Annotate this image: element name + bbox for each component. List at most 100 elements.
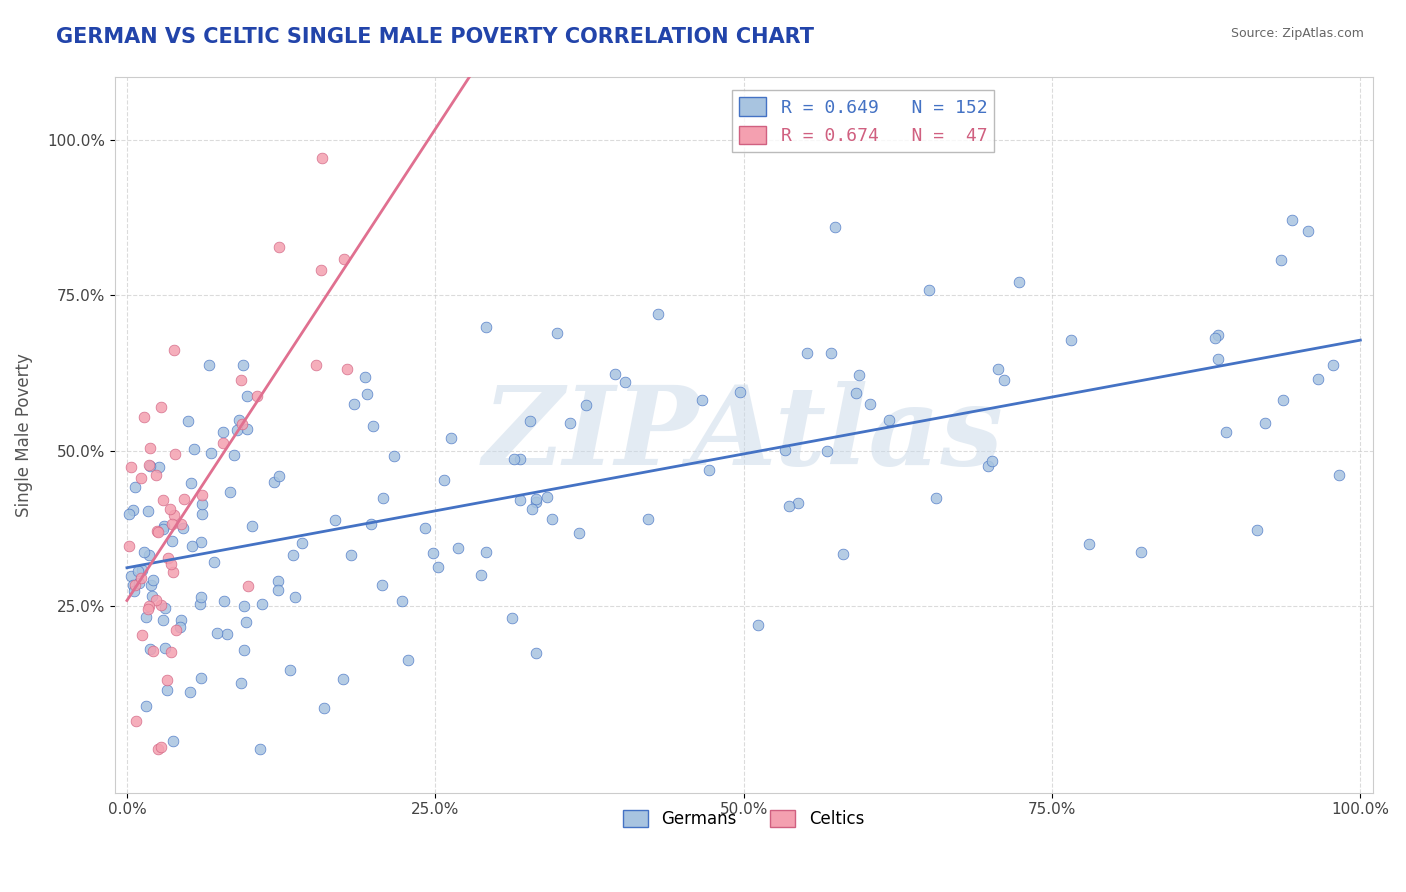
Point	[311, 151, 333, 165]
Point	[391, 594, 413, 608]
Point	[163, 508, 186, 522]
Point	[305, 358, 328, 372]
Point	[134, 545, 156, 559]
Point	[141, 589, 163, 603]
Point	[614, 375, 637, 389]
Point	[413, 521, 436, 535]
Point	[211, 425, 233, 439]
Point	[267, 240, 290, 254]
Point	[131, 627, 153, 641]
Point	[156, 550, 179, 565]
Point	[1204, 331, 1226, 345]
Point	[1008, 275, 1031, 289]
Point	[136, 504, 159, 518]
Point	[150, 401, 173, 415]
Point	[339, 548, 361, 562]
Point	[162, 565, 184, 579]
Point	[1281, 213, 1303, 227]
Point	[207, 626, 229, 640]
Point	[332, 252, 354, 266]
Point	[509, 451, 531, 466]
Point	[824, 220, 846, 235]
Point	[146, 524, 169, 538]
Point	[160, 534, 183, 549]
Point	[212, 435, 235, 450]
Point	[120, 569, 142, 583]
Point	[832, 547, 855, 561]
Point	[820, 346, 842, 360]
Point	[332, 672, 354, 686]
Text: Source: ZipAtlas.com: Source: ZipAtlas.com	[1230, 27, 1364, 40]
Point	[139, 459, 162, 474]
Point	[179, 685, 201, 699]
Point	[925, 491, 948, 505]
Point	[177, 414, 200, 428]
Point	[215, 626, 238, 640]
Point	[156, 682, 179, 697]
Point	[1329, 467, 1351, 482]
Point	[848, 368, 870, 383]
Point	[139, 578, 162, 592]
Point	[148, 460, 170, 475]
Point	[152, 493, 174, 508]
Point	[138, 548, 160, 562]
Point	[236, 579, 259, 593]
Point	[558, 416, 581, 430]
Point	[160, 557, 183, 571]
Point	[121, 578, 143, 592]
Point	[150, 739, 173, 754]
Point	[125, 714, 148, 728]
Point	[222, 448, 245, 462]
Point	[145, 593, 167, 607]
Point	[371, 577, 394, 591]
Point	[191, 488, 214, 502]
Point	[135, 698, 157, 713]
Point	[354, 369, 377, 384]
Point	[524, 491, 547, 506]
Point	[519, 414, 541, 428]
Point	[155, 641, 177, 656]
Point	[536, 490, 558, 504]
Point	[509, 493, 531, 508]
Point	[169, 620, 191, 634]
Point	[470, 567, 492, 582]
Point	[149, 598, 172, 612]
Point	[977, 459, 1000, 474]
Point	[172, 521, 194, 535]
Point	[422, 546, 444, 560]
Point	[440, 431, 463, 445]
Point	[524, 646, 547, 660]
Point	[173, 491, 195, 506]
Point	[165, 623, 187, 637]
Point	[235, 422, 257, 436]
Point	[188, 598, 211, 612]
Point	[987, 361, 1010, 376]
Point	[1060, 333, 1083, 347]
Point	[246, 389, 269, 403]
Point	[605, 367, 627, 381]
Point	[786, 495, 808, 509]
Point	[1306, 372, 1329, 386]
Point	[134, 410, 156, 425]
Point	[153, 600, 176, 615]
Point	[128, 576, 150, 591]
Point	[1206, 352, 1229, 367]
Point	[697, 463, 720, 477]
Point	[1078, 537, 1101, 551]
Point	[120, 459, 142, 474]
Point	[1254, 416, 1277, 430]
Point	[796, 345, 818, 359]
Point	[160, 645, 183, 659]
Point	[152, 523, 174, 537]
Point	[283, 548, 305, 562]
Point	[747, 618, 769, 632]
Point	[266, 574, 288, 588]
Point	[138, 642, 160, 657]
Point	[121, 502, 143, 516]
Point	[520, 502, 543, 516]
Point	[879, 413, 901, 427]
Point	[382, 449, 405, 463]
Point	[728, 384, 751, 399]
Point	[1215, 425, 1237, 439]
Point	[231, 417, 253, 431]
